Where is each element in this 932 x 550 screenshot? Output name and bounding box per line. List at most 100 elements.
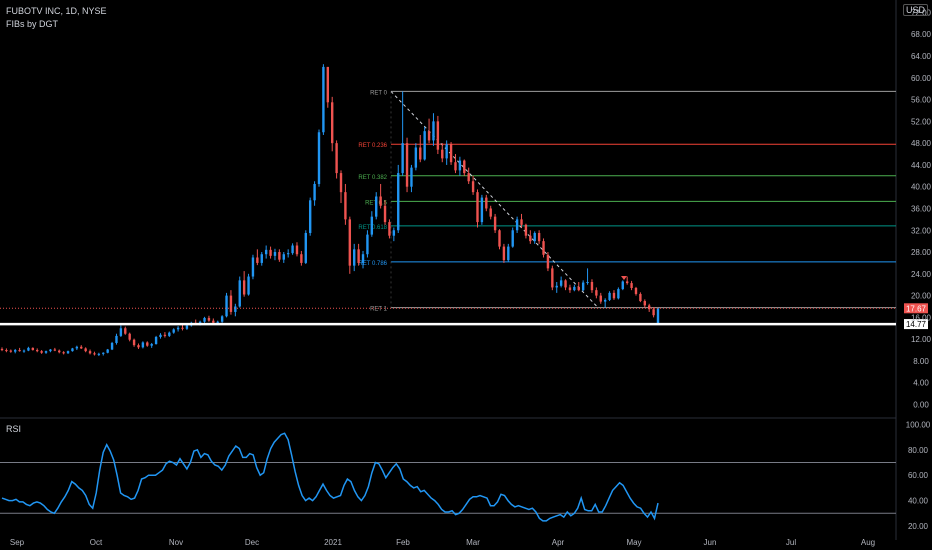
candle-body [498,230,501,247]
candle-body [493,216,497,231]
candle-body [146,342,149,346]
candle-body [361,254,365,263]
candle-body [515,219,519,231]
price-tick-label: 44.00 [911,161,932,170]
price-tick-label: 48.00 [911,139,932,148]
price-tick-label: 24.00 [911,270,932,279]
candle-body [229,295,233,312]
candle-body [273,252,277,256]
candle-body [44,351,48,353]
candle-body [581,282,585,291]
price-tick-label: 52.00 [911,117,932,126]
candle-body [357,249,360,263]
candle-body [656,308,660,324]
candle-body [282,254,285,260]
rsi-tick-label: 60.00 [908,471,929,480]
candle-body [568,287,572,291]
candle-body [220,316,224,322]
candle-body [269,249,272,256]
candle-body [339,173,343,193]
time-tick-label: Apr [552,538,565,547]
rsi-tick-label: 80.00 [908,446,929,455]
candle-body [449,144,453,163]
candle-body [18,350,21,352]
candle-body [621,281,624,290]
candle-body [97,353,101,355]
candle-body [238,280,241,307]
candle-body [366,234,369,255]
candle-body [533,232,536,242]
candle-body [5,350,8,352]
candle-body [485,197,488,209]
time-tick-label: 2021 [324,538,342,547]
candle-body [388,222,391,236]
candle-body [643,301,646,306]
candle-body [353,249,356,266]
candle-body [163,334,167,336]
candle-body [49,349,52,352]
price-tick-label: 60.00 [911,74,932,83]
candle-body [304,232,307,263]
candle-body [106,349,109,353]
candle-body [441,149,444,159]
candle-body [53,349,57,351]
price-tick-label: 68.00 [911,30,932,39]
candle-body [66,351,70,354]
candle-body [132,339,136,346]
rsi-series [0,432,896,522]
candlestick-series [0,64,660,357]
candle-body [203,317,206,322]
rsi-tick-label: 20.00 [908,522,929,531]
candle-body [141,342,145,348]
candle-body [546,254,550,269]
rsi-line [1,432,659,522]
candle-body [260,254,263,263]
candle-body [445,144,448,159]
candle-body [401,143,404,174]
candle-body [71,348,74,352]
candle-body [520,219,523,225]
price-tick-label: 4.00 [913,379,929,388]
price-tick-label: 56.00 [911,96,932,105]
price-tick-label: 32.00 [911,226,932,235]
candle-body [405,143,409,187]
support-price-badge [904,319,928,330]
candle-body [22,350,26,352]
candle-body [154,336,158,345]
current-price-text: 17.67 [906,304,927,313]
candle-body [137,345,140,348]
price-tick-label: 28.00 [911,248,932,257]
time-tick-label: Dec [245,538,259,547]
chart-title: FUBOTV INC, 1D, NYSE [6,6,107,16]
candle-body [489,208,492,217]
candle-body [348,219,352,266]
rsi-title: RSI [6,424,22,434]
time-tick-label: Nov [169,538,183,547]
price-tick-label: 0.00 [913,401,929,410]
candle-body [586,281,589,283]
fib-label: RET 0 [370,90,388,96]
candle-body [559,280,563,286]
axis-labels: 0.00 4.00 8.00 12.00 16.00 20.00 24.00 28.00 32.… [10,8,932,547]
candle-body [308,200,312,233]
candle-body [168,332,171,336]
candle-body [414,147,418,168]
candle-body [423,131,426,160]
candle-body [555,285,558,288]
candle-body [317,132,321,184]
price-tick-label: 40.00 [911,183,932,192]
candle-body [502,246,506,261]
candle-body [375,196,378,217]
currency-badge[interactable]: USD [902,4,928,16]
candle-body [471,181,475,193]
candle-body [291,245,294,254]
candle-body [608,292,611,300]
candle-body [102,352,105,354]
candle-body [458,160,462,171]
price-tick-label: 16.00 [911,313,932,322]
time-tick-label: Jun [704,538,717,547]
time-tick-label: Feb [396,538,410,547]
candle-body [454,162,457,171]
rsi-tick-label: 100.00 [906,420,931,429]
candle-body [286,253,290,255]
